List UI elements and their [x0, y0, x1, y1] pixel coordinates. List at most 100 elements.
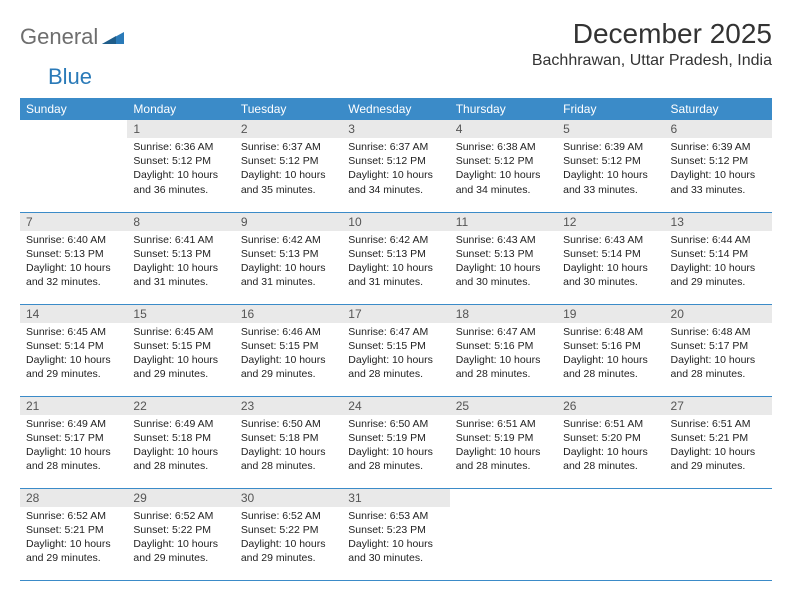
- weekday-header: Monday: [127, 98, 234, 120]
- daylight-text: Daylight: 10 hours and 33 minutes.: [563, 168, 658, 196]
- day-details: Sunrise: 6:50 AMSunset: 5:19 PMDaylight:…: [342, 415, 449, 478]
- day-details: Sunrise: 6:44 AMSunset: 5:14 PMDaylight:…: [665, 231, 772, 294]
- calendar-body: 1Sunrise: 6:36 AMSunset: 5:12 PMDaylight…: [20, 120, 772, 580]
- calendar-cell: 5Sunrise: 6:39 AMSunset: 5:12 PMDaylight…: [557, 120, 664, 212]
- day-number: 28: [20, 489, 127, 507]
- calendar-week: 28Sunrise: 6:52 AMSunset: 5:21 PMDayligh…: [20, 488, 772, 580]
- sunset-text: Sunset: 5:18 PM: [133, 431, 228, 445]
- day-number: 6: [665, 120, 772, 138]
- sunset-text: Sunset: 5:23 PM: [348, 523, 443, 537]
- day-details: Sunrise: 6:39 AMSunset: 5:12 PMDaylight:…: [557, 138, 664, 201]
- calendar-cell: 26Sunrise: 6:51 AMSunset: 5:20 PMDayligh…: [557, 396, 664, 488]
- sunrise-text: Sunrise: 6:45 AM: [26, 325, 121, 339]
- sunrise-text: Sunrise: 6:37 AM: [241, 140, 336, 154]
- calendar-week: 21Sunrise: 6:49 AMSunset: 5:17 PMDayligh…: [20, 396, 772, 488]
- sunrise-text: Sunrise: 6:43 AM: [563, 233, 658, 247]
- daylight-text: Daylight: 10 hours and 29 minutes.: [133, 537, 228, 565]
- sunset-text: Sunset: 5:19 PM: [348, 431, 443, 445]
- daylight-text: Daylight: 10 hours and 28 minutes.: [456, 445, 551, 473]
- day-number: 11: [450, 213, 557, 231]
- daylight-text: Daylight: 10 hours and 28 minutes.: [456, 353, 551, 381]
- daylight-text: Daylight: 10 hours and 29 minutes.: [26, 537, 121, 565]
- sunrise-text: Sunrise: 6:49 AM: [133, 417, 228, 431]
- calendar-cell: 31Sunrise: 6:53 AMSunset: 5:23 PMDayligh…: [342, 488, 449, 580]
- day-number: 21: [20, 397, 127, 415]
- calendar-cell: 6Sunrise: 6:39 AMSunset: 5:12 PMDaylight…: [665, 120, 772, 212]
- daylight-text: Daylight: 10 hours and 32 minutes.: [26, 261, 121, 289]
- calendar-cell: 16Sunrise: 6:46 AMSunset: 5:15 PMDayligh…: [235, 304, 342, 396]
- day-details: Sunrise: 6:37 AMSunset: 5:12 PMDaylight:…: [342, 138, 449, 201]
- sunset-text: Sunset: 5:17 PM: [26, 431, 121, 445]
- day-number: 30: [235, 489, 342, 507]
- brand-mark-icon: [102, 26, 124, 49]
- day-number: 27: [665, 397, 772, 415]
- sunrise-text: Sunrise: 6:38 AM: [456, 140, 551, 154]
- daylight-text: Daylight: 10 hours and 29 minutes.: [671, 261, 766, 289]
- sunset-text: Sunset: 5:20 PM: [563, 431, 658, 445]
- calendar-cell: 23Sunrise: 6:50 AMSunset: 5:18 PMDayligh…: [235, 396, 342, 488]
- day-details: Sunrise: 6:48 AMSunset: 5:16 PMDaylight:…: [557, 323, 664, 386]
- sunset-text: Sunset: 5:12 PM: [456, 154, 551, 168]
- sunrise-text: Sunrise: 6:43 AM: [456, 233, 551, 247]
- day-details: Sunrise: 6:52 AMSunset: 5:22 PMDaylight:…: [235, 507, 342, 570]
- daylight-text: Daylight: 10 hours and 28 minutes.: [348, 353, 443, 381]
- daylight-text: Daylight: 10 hours and 28 minutes.: [133, 445, 228, 473]
- daylight-text: Daylight: 10 hours and 28 minutes.: [26, 445, 121, 473]
- calendar-week: 1Sunrise: 6:36 AMSunset: 5:12 PMDaylight…: [20, 120, 772, 212]
- calendar-cell: 7Sunrise: 6:40 AMSunset: 5:13 PMDaylight…: [20, 212, 127, 304]
- sunset-text: Sunset: 5:14 PM: [671, 247, 766, 261]
- calendar-cell: 4 Sunrise: 6:38 AMSunset: 5:12 PMDaylight…: [450, 120, 557, 212]
- sunset-text: Sunset: 5:12 PM: [671, 154, 766, 168]
- daylight-text: Daylight: 10 hours and 36 minutes.: [133, 168, 228, 196]
- calendar-week: 7Sunrise: 6:40 AMSunset: 5:13 PMDaylight…: [20, 212, 772, 304]
- sunrise-text: Sunrise: 6:44 AM: [671, 233, 766, 247]
- sunrise-text: Sunrise: 6:47 AM: [456, 325, 551, 339]
- day-details: Sunrise: 6:48 AMSunset: 5:17 PMDaylight:…: [665, 323, 772, 386]
- sunset-text: Sunset: 5:15 PM: [241, 339, 336, 353]
- sunset-text: Sunset: 5:12 PM: [241, 154, 336, 168]
- sunset-text: Sunset: 5:15 PM: [348, 339, 443, 353]
- sunset-text: Sunset: 5:14 PM: [563, 247, 658, 261]
- brand-logo: General: [20, 18, 126, 50]
- sunrise-text: Sunrise: 6:53 AM: [348, 509, 443, 523]
- daylight-text: Daylight: 10 hours and 29 minutes.: [26, 353, 121, 381]
- daylight-text: Daylight: 10 hours and 29 minutes.: [133, 353, 228, 381]
- sunset-text: Sunset: 5:13 PM: [26, 247, 121, 261]
- sunset-text: Sunset: 5:12 PM: [348, 154, 443, 168]
- sunrise-text: Sunrise: 6:42 AM: [241, 233, 336, 247]
- calendar-cell: 19Sunrise: 6:48 AMSunset: 5:16 PMDayligh…: [557, 304, 664, 396]
- title-block: December 2025 Bachhrawan, Uttar Pradesh,…: [532, 18, 772, 70]
- calendar-week: 14Sunrise: 6:45 AMSunset: 5:14 PMDayligh…: [20, 304, 772, 396]
- daylight-text: Daylight: 10 hours and 28 minutes.: [563, 353, 658, 381]
- sunrise-text: Sunrise: 6:45 AM: [133, 325, 228, 339]
- day-number: 4: [450, 120, 557, 138]
- sunrise-text: Sunrise: 6:39 AM: [671, 140, 766, 154]
- calendar-cell: 15Sunrise: 6:45 AMSunset: 5:15 PMDayligh…: [127, 304, 234, 396]
- sunset-text: Sunset: 5:12 PM: [133, 154, 228, 168]
- weekday-header: Thursday: [450, 98, 557, 120]
- daylight-text: Daylight: 10 hours and 34 minutes.: [456, 168, 551, 196]
- calendar-header: SundayMondayTuesdayWednesdayThursdayFrid…: [20, 98, 772, 120]
- calendar-cell: 24Sunrise: 6:50 AMSunset: 5:19 PMDayligh…: [342, 396, 449, 488]
- sunset-text: Sunset: 5:14 PM: [26, 339, 121, 353]
- calendar-cell: 13Sunrise: 6:44 AMSunset: 5:14 PMDayligh…: [665, 212, 772, 304]
- weekday-row: SundayMondayTuesdayWednesdayThursdayFrid…: [20, 98, 772, 120]
- calendar-cell: 1Sunrise: 6:36 AMSunset: 5:12 PMDaylight…: [127, 120, 234, 212]
- day-number: 15: [127, 305, 234, 323]
- day-details: Sunrise: 6:41 AMSunset: 5:13 PMDaylight:…: [127, 231, 234, 294]
- day-details: Sunrise: 6:52 AMSunset: 5:22 PMDaylight:…: [127, 507, 234, 570]
- day-number: 19: [557, 305, 664, 323]
- day-details: Sunrise: 6:43 AMSunset: 5:13 PMDaylight:…: [450, 231, 557, 294]
- sunset-text: Sunset: 5:21 PM: [26, 523, 121, 537]
- daylight-text: Daylight: 10 hours and 31 minutes.: [348, 261, 443, 289]
- day-number: 1: [127, 120, 234, 138]
- day-details: Sunrise: 6:50 AMSunset: 5:18 PMDaylight:…: [235, 415, 342, 478]
- daylight-text: Daylight: 10 hours and 30 minutes.: [563, 261, 658, 289]
- calendar-cell: [450, 488, 557, 580]
- sunrise-text: Sunrise: 6:52 AM: [26, 509, 121, 523]
- day-number: 26: [557, 397, 664, 415]
- sunrise-text: Sunrise: 6:48 AM: [563, 325, 658, 339]
- daylight-text: Daylight: 10 hours and 30 minutes.: [348, 537, 443, 565]
- weekday-header: Wednesday: [342, 98, 449, 120]
- sunset-text: Sunset: 5:13 PM: [241, 247, 336, 261]
